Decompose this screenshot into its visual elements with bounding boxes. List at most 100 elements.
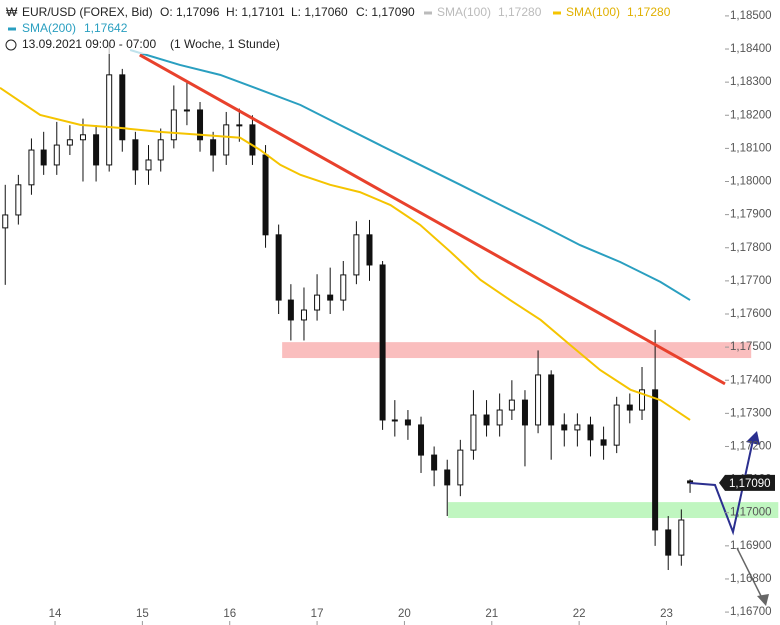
- y-tick-label: 1,17200: [730, 441, 772, 453]
- candle-body: [678, 519, 685, 556]
- header: ₩ EUR/USD (FOREX, Bid) O: 1,17096 H: 1,1…: [0, 0, 690, 54]
- candle-body: [496, 409, 503, 426]
- trendline: [139, 53, 726, 386]
- x-tick-label: 14: [49, 608, 62, 620]
- y-tick-label: 1,17700: [730, 275, 772, 287]
- y-tick-label: 1,17300: [730, 407, 772, 419]
- zone: [282, 342, 752, 359]
- candle-body: [183, 109, 190, 112]
- y-tick-label: 1,18300: [730, 76, 772, 88]
- sma-line: [0, 86, 691, 421]
- candle-body: [314, 294, 321, 311]
- y-tick-label: 1,17000: [730, 507, 772, 519]
- y-tick-label: 1,17800: [730, 242, 772, 254]
- clock-icon: [5, 39, 17, 51]
- y-tick-label: 1,18500: [730, 10, 772, 22]
- candle-body: [600, 439, 607, 446]
- symbol: EUR/USD (FOREX, Bid): [22, 5, 153, 19]
- sma-line: [129, 49, 691, 301]
- icon: ₩: [6, 5, 18, 19]
- candle-body: [249, 124, 256, 156]
- candle-body: [327, 294, 334, 301]
- header-bg: [0, 0, 690, 54]
- zone: [448, 502, 779, 519]
- candle-body: [535, 374, 542, 426]
- candle-body: [236, 124, 243, 127]
- candle-body: [379, 264, 386, 421]
- candle-body: [197, 109, 204, 141]
- candle-body: [132, 139, 139, 171]
- candle-body: [66, 139, 73, 146]
- legend-value: 1,17642: [84, 21, 128, 35]
- x-tick-label: 22: [573, 608, 586, 620]
- candle-body: [470, 414, 477, 451]
- candle-body: [639, 389, 646, 411]
- candle-body: [28, 149, 35, 186]
- legend-label: SMA(100): [566, 5, 620, 19]
- x-tick-label: 17: [311, 608, 324, 620]
- price-tag: [719, 474, 775, 491]
- candle-body: [262, 154, 269, 236]
- candle-body: [275, 234, 282, 301]
- y-tick-label: 1,16700: [730, 606, 772, 618]
- candle-body: [366, 234, 373, 266]
- candle-body: [287, 299, 294, 321]
- candle-body: [483, 414, 490, 426]
- arrow-head: [757, 594, 769, 606]
- candle-body: [652, 389, 659, 531]
- open-label: O: 1,17096: [160, 5, 220, 19]
- y-tick-label: 1,16800: [730, 573, 772, 585]
- y-tick-label: 1,17500: [730, 341, 772, 353]
- candle-body: [444, 469, 451, 486]
- candle-body: [431, 454, 438, 471]
- candle-body: [418, 424, 425, 456]
- candle-body: [2, 214, 9, 229]
- candle-body: [457, 449, 464, 486]
- legend-value: 1,17280: [627, 5, 671, 19]
- y-tick-label: 1,18200: [730, 109, 772, 121]
- x-tick-label: 23: [660, 608, 673, 620]
- x-tick-label: 20: [398, 608, 411, 620]
- candle-body: [40, 149, 47, 166]
- y-tick-label: 1,17600: [730, 308, 772, 320]
- candle-body: [561, 424, 568, 431]
- candle-body: [106, 74, 113, 166]
- candle-body: [170, 109, 177, 141]
- candle-body: [613, 404, 620, 446]
- candle-body: [300, 309, 307, 321]
- candle-body: [548, 374, 555, 426]
- candle-body: [404, 419, 411, 426]
- candle-body: [521, 399, 528, 426]
- candle-body: [79, 134, 86, 141]
- y-tick-label: 1,18000: [730, 176, 772, 188]
- y-tick-label: 1,16900: [730, 540, 772, 552]
- y-tick-label: 1,18400: [730, 43, 772, 55]
- period: (1 Woche, 1 Stunde): [170, 37, 280, 51]
- forecast-path: [736, 547, 763, 599]
- legend-label: SMA(200): [22, 21, 76, 35]
- candle-body: [145, 159, 152, 171]
- low-label: L: 1,17060: [291, 5, 348, 19]
- candle-body: [574, 424, 581, 431]
- legend-value: 1,17280: [498, 5, 542, 19]
- close-label: C: 1,17090: [356, 5, 415, 19]
- arrow-head: [746, 431, 760, 445]
- candle-body: [119, 74, 126, 141]
- candle-body: [587, 424, 594, 441]
- candle-body: [626, 404, 633, 411]
- candle-body: [353, 234, 360, 276]
- candle-body: [15, 184, 22, 216]
- candle-body: [340, 274, 347, 301]
- candle-body: [157, 139, 164, 161]
- high-label: H: 1,17101: [226, 5, 285, 19]
- x-tick-label: 15: [136, 608, 149, 620]
- candle-body: [53, 144, 60, 166]
- x-tick-label: 16: [223, 608, 236, 620]
- candle-body: [391, 419, 398, 422]
- legend-label: SMA(100): [437, 5, 491, 19]
- price-tag-label: 1,17090: [729, 478, 771, 490]
- candle-body: [93, 134, 100, 166]
- x-tick-label: 21: [485, 608, 498, 620]
- y-tick-label: 1,17400: [730, 374, 772, 386]
